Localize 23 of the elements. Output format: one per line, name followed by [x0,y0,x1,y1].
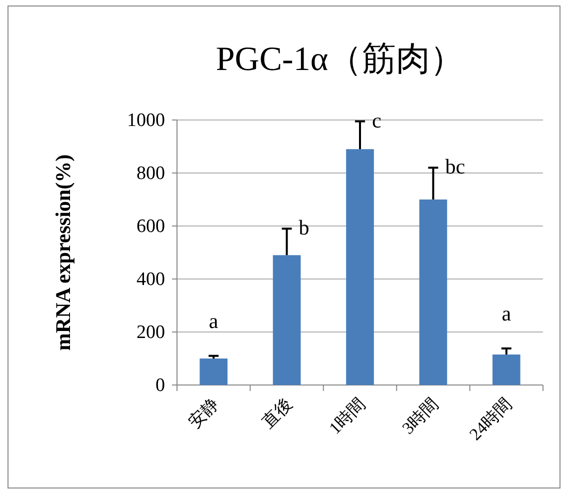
annotation: a [208,308,219,333]
annotation: b [298,216,310,240]
y-tick-label: 200 [136,322,165,343]
annotation: bc [445,154,466,179]
chart-title: PGC-1α（筋肉） [216,41,464,78]
annotation: a [502,301,512,326]
x-tick-label: 直後 [258,394,296,432]
bar [492,354,520,385]
bar [419,200,448,385]
y-tick-label: 1000 [127,110,165,131]
y-tick-label: 600 [136,216,165,237]
bar [346,149,374,385]
y-tick-label: 0 [156,375,165,396]
x-tick-label: 安静 [184,394,222,432]
annotation: c [372,108,382,132]
x-tick-label: 1時間 [325,394,369,438]
bar [200,358,228,385]
x-tick-label: 24時間 [466,394,516,444]
bar [272,255,301,385]
x-tick-label: 3時間 [398,394,442,438]
y-axis-title: mRNA expression(%) [51,154,75,351]
y-tick-label: 800 [136,163,165,184]
y-tick-label: 400 [136,269,165,290]
